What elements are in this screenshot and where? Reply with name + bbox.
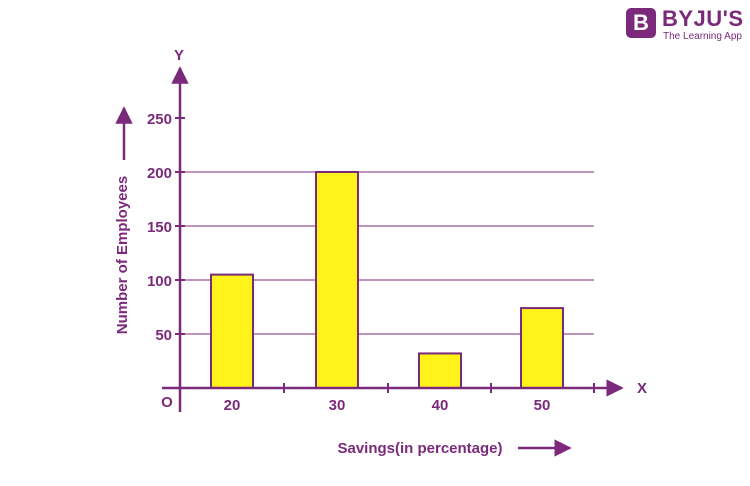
logo-name: BYJU'S [662,6,744,31]
axes [115,66,624,457]
ticks: 50 100 150 200 250 20 30 40 50 [147,111,595,414]
y-tick-label: 100 [147,273,172,290]
x-tick-label: 50 [534,397,551,414]
bar [520,307,564,389]
x-axis-title: Savings(in percentage) [337,440,502,457]
x-tick-label: 30 [329,397,346,414]
bar [418,352,462,390]
y-tick-label: 50 [155,327,172,344]
y-tick-label: 250 [147,111,172,128]
y-axis-letter: Y [174,47,184,64]
y-tick-label: 150 [147,219,172,236]
y-tick-label: 200 [147,165,172,182]
x-tick-label: 20 [224,397,241,414]
x-tick-label: 40 [432,397,449,414]
byjus-logo: B BYJU'S The Learning App [626,6,746,44]
bar [315,171,359,389]
bar [210,273,254,390]
y-axis-title: Number of Employees [114,176,131,334]
axis-labels: Y X O Savings(in percentage) Number of E… [114,47,647,457]
bars [210,171,564,390]
logo-tagline: The Learning App [663,31,742,42]
origin-label: O [161,394,173,411]
logo-badge: B [626,8,656,38]
x-axis-letter: X [637,380,647,397]
